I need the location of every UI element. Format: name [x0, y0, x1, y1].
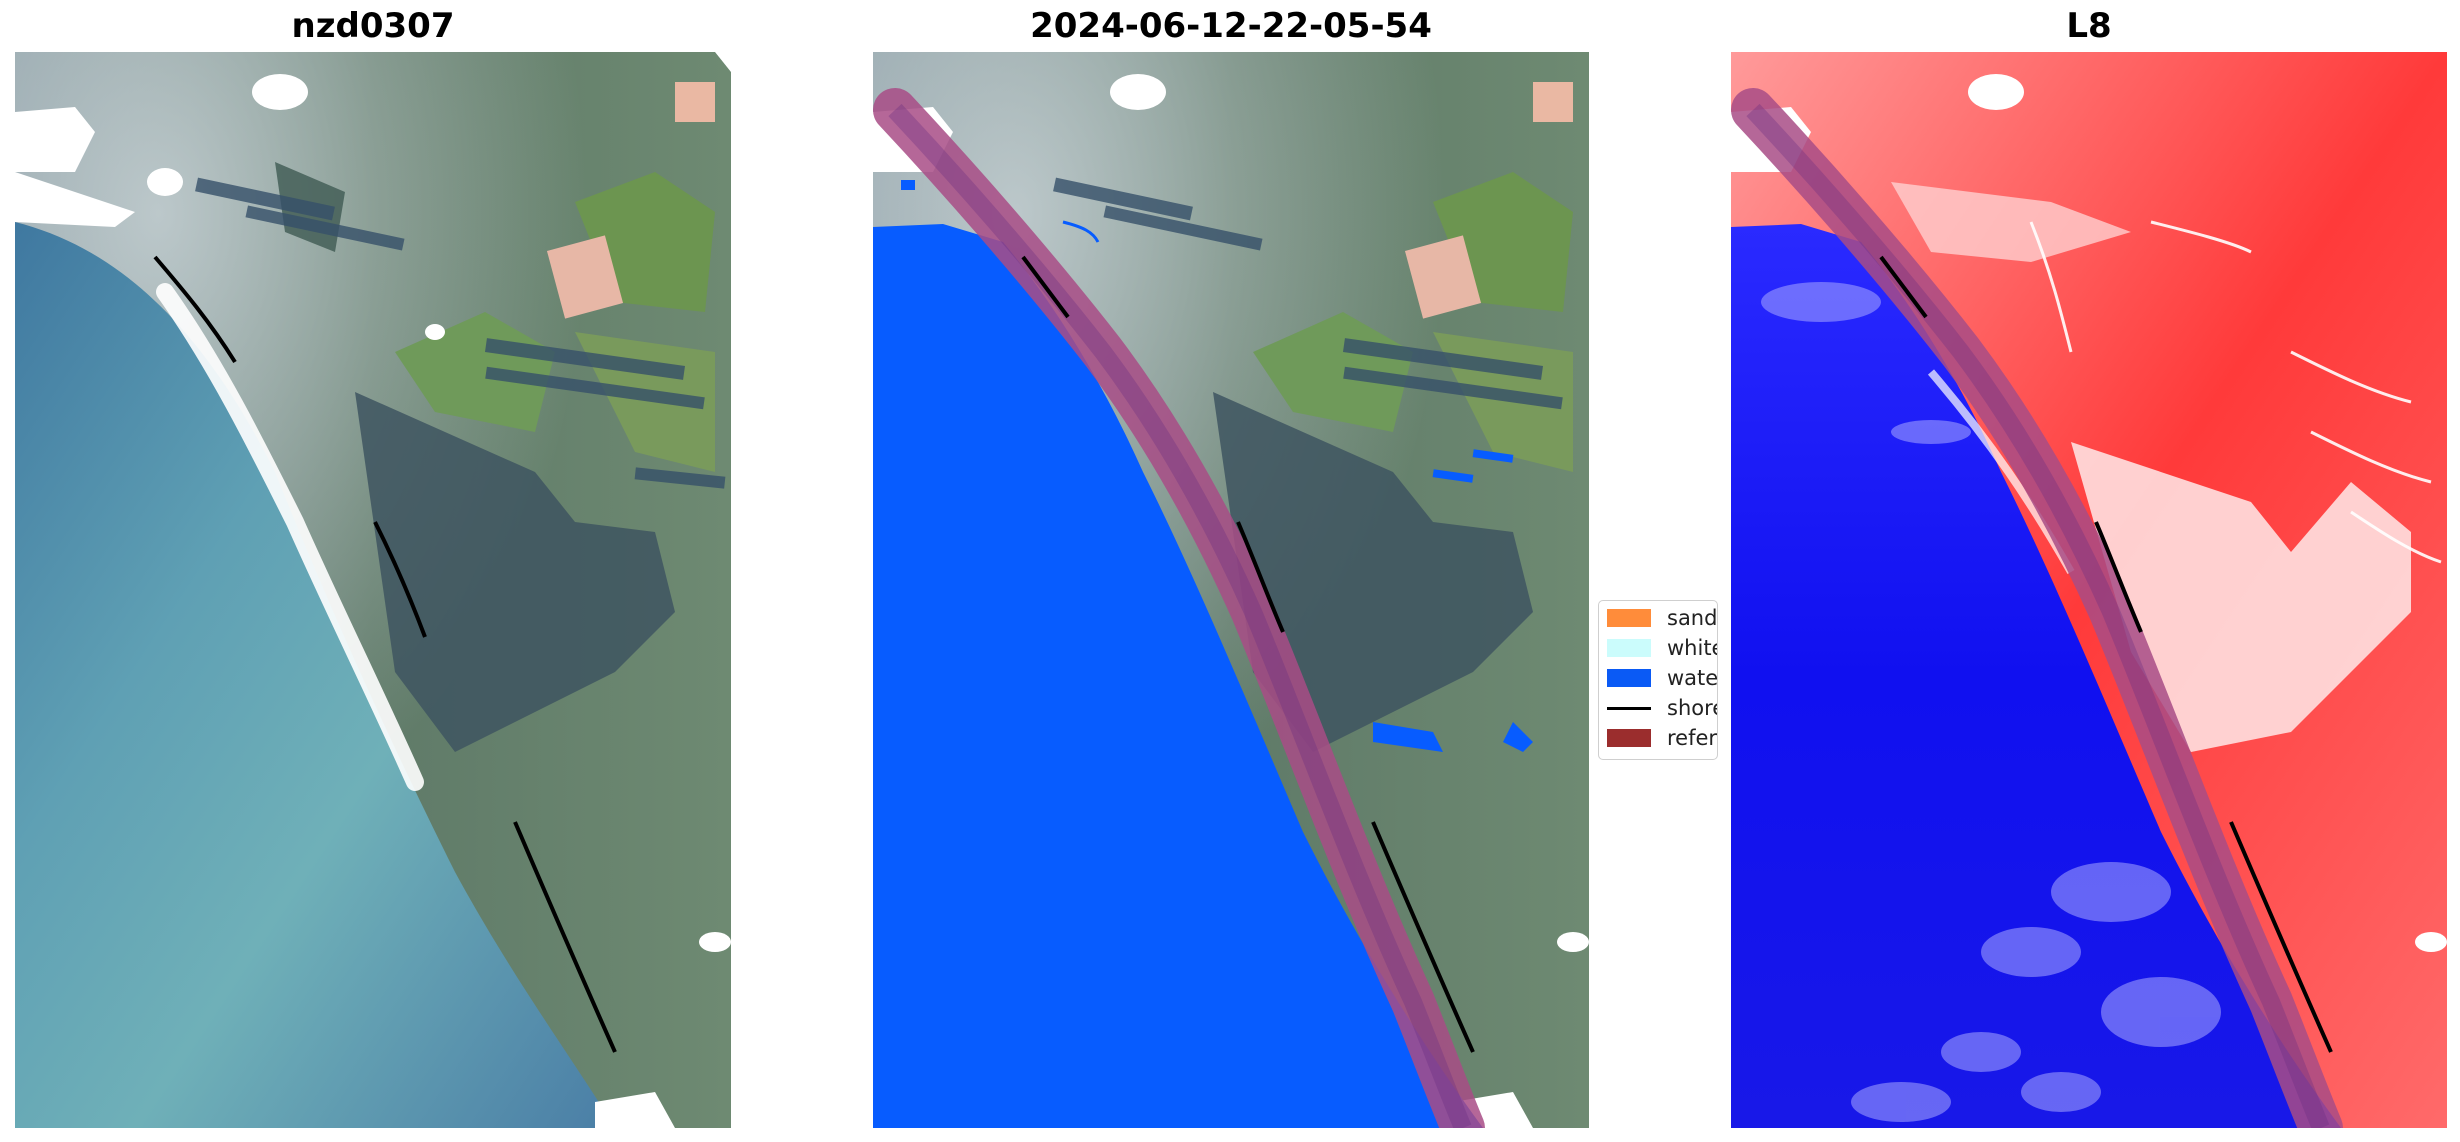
index-water — [1731, 224, 2341, 1128]
shoreline-line — [1879, 255, 2333, 1053]
rgb-image — [15, 52, 731, 1128]
legend-item-shoreline: shorel — [1607, 696, 1717, 720]
shoreline-swatch — [1607, 706, 1651, 710]
legend-item-reference: referen — [1607, 726, 1717, 750]
panel-title-2: 2024-06-12-22-05-54 — [1030, 6, 1432, 46]
index-image — [1731, 52, 2447, 1128]
whitewater-swatch — [1607, 639, 1651, 657]
shoreline-line — [153, 255, 617, 1053]
legend-item-water: water — [1607, 666, 1718, 690]
legend-label: shorel — [1667, 696, 1717, 720]
water-swatch — [1607, 669, 1651, 687]
legend-item-whitewater: whitew — [1607, 636, 1717, 660]
index-image-panel — [1731, 52, 2447, 1128]
classified-image — [873, 52, 1589, 1128]
legend: sand whitew water shorel referen — [1598, 600, 1718, 760]
water-mask — [873, 224, 1483, 1128]
reference-swatch — [1607, 729, 1651, 747]
classified-image-panel — [873, 52, 1589, 1128]
shoreline-line — [1021, 255, 1475, 1053]
sand-swatch — [1607, 609, 1651, 627]
panel-title-3: L8 — [2066, 6, 2112, 46]
legend-label: whitew — [1667, 636, 1717, 660]
reference-buffer — [1731, 88, 2343, 1128]
legend-label: sand — [1667, 606, 1718, 630]
panel-title-1: nzd0307 — [291, 6, 455, 46]
legend-item-sand: sand — [1607, 606, 1718, 630]
legend-label: referen — [1667, 726, 1717, 750]
reference-buffer — [873, 88, 1485, 1128]
rgb-image-panel — [15, 52, 731, 1128]
legend-label: water — [1667, 666, 1718, 690]
